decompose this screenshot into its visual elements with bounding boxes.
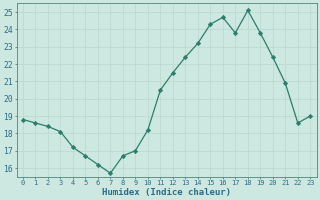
X-axis label: Humidex (Indice chaleur): Humidex (Indice chaleur) (102, 188, 231, 197)
